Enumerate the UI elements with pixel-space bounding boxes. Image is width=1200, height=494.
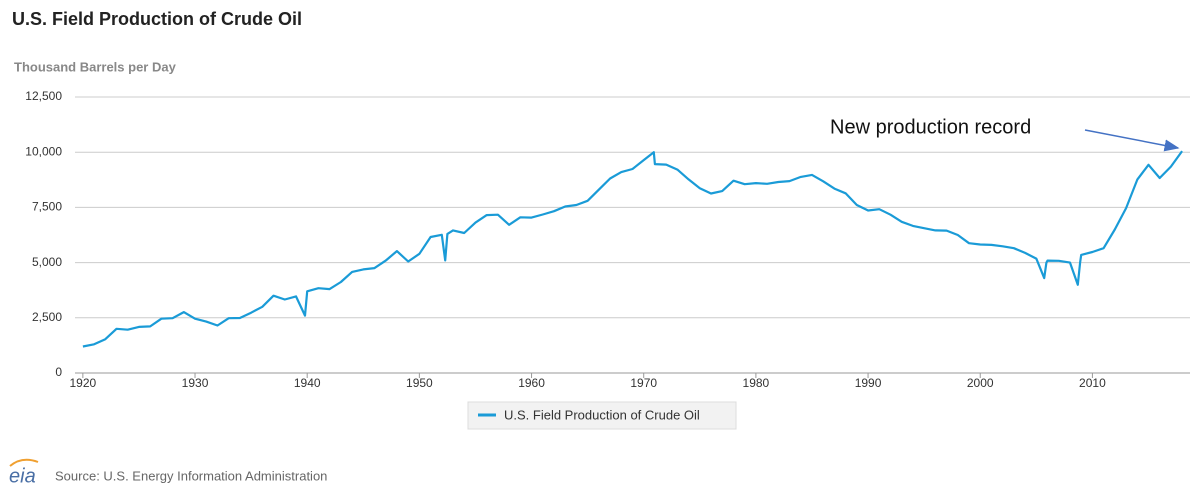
x-tick-label: 2000 [967, 376, 994, 390]
annotation: New production record [830, 116, 1031, 138]
y-tick-label: 0 [55, 365, 62, 379]
logo-swoosh [9, 458, 39, 467]
x-tick-label: 1980 [743, 376, 770, 390]
y-tick-label: 5,000 [32, 255, 62, 269]
x-tick-label: 1940 [294, 376, 321, 390]
legend-box [467, 401, 737, 430]
x-tick-label: 1950 [406, 376, 433, 390]
y-tick-label: 2,500 [32, 310, 62, 324]
annotation-arrow [1084, 129, 1180, 152]
y-tick-label: 10,000 [25, 144, 62, 158]
x-tick-label: 2010 [1079, 376, 1106, 390]
y-tick-label: 12,500 [25, 89, 62, 103]
x-tick-label: 1930 [182, 376, 209, 390]
y-tick-label: 7,500 [32, 200, 62, 214]
x-tick-label: 1920 [70, 376, 97, 390]
logo: eia [9, 465, 36, 487]
x-tick-label: 1990 [855, 376, 882, 390]
chart-title: U.S. Field Production of Crude Oil [12, 9, 302, 29]
y-axis-label: Thousand Barrels per Day [14, 59, 177, 74]
data-line [82, 150, 1183, 348]
x-tick-label: 1970 [630, 376, 657, 390]
x-tick-label: 1960 [518, 376, 545, 390]
legend-label: U.S. Field Production of Crude Oil [504, 407, 700, 422]
source: Source: U.S. Energy Information Administ… [55, 468, 327, 483]
